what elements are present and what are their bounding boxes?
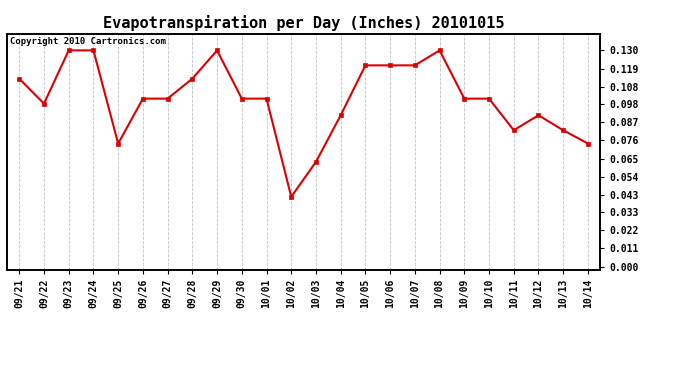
Title: Evapotranspiration per Day (Inches) 20101015: Evapotranspiration per Day (Inches) 2010…: [103, 15, 504, 31]
Text: Copyright 2010 Cartronics.com: Copyright 2010 Cartronics.com: [10, 37, 166, 46]
